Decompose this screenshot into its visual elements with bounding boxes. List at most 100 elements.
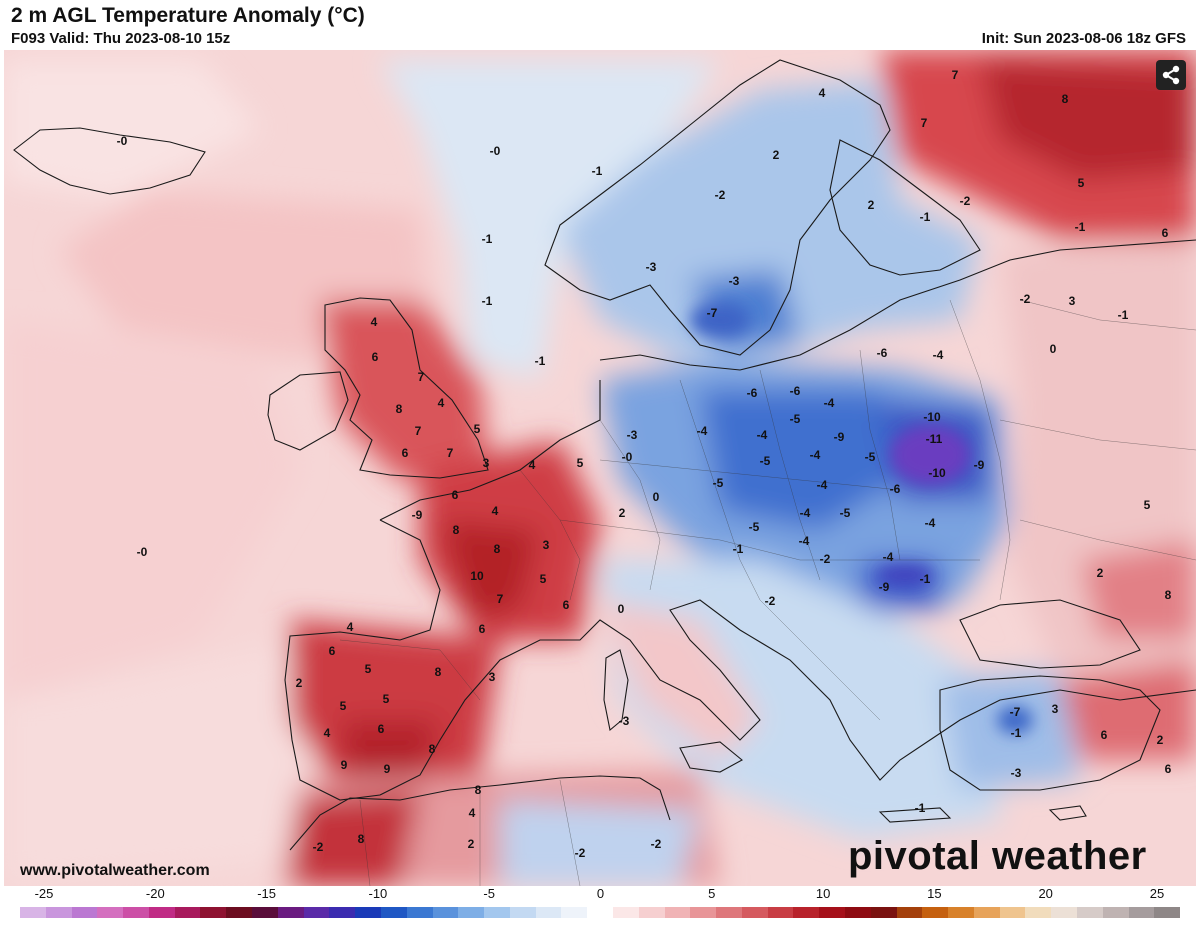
share-button[interactable]: [1156, 60, 1186, 90]
anomaly-label: -2: [1020, 292, 1031, 306]
anomaly-label: 5: [474, 422, 481, 436]
colorbar-swatch: [1025, 907, 1052, 918]
colorbar-swatch: [380, 907, 407, 918]
anomaly-label: -0: [117, 134, 128, 148]
colorbar-swatch: [561, 907, 588, 918]
anomaly-label: 8: [358, 832, 365, 846]
colorbar-swatch: [20, 907, 46, 918]
anomaly-label: -2: [575, 846, 586, 860]
anomaly-label: 5: [365, 662, 372, 676]
anomaly-label: -4: [810, 448, 821, 462]
anomaly-label: -4: [824, 396, 835, 410]
anomaly-label: -3: [729, 274, 740, 288]
colorbar-swatch: [303, 907, 330, 918]
anomaly-label: -0: [490, 144, 501, 158]
anomaly-label: 6: [479, 622, 486, 636]
anomaly-label: -5: [749, 520, 760, 534]
anomaly-label: 2: [619, 506, 626, 520]
anomaly-label: -1: [482, 294, 493, 308]
colorbar-swatch: [148, 907, 175, 918]
anomaly-label: 4: [819, 86, 826, 100]
anomaly-label: 5: [383, 692, 390, 706]
website-url[interactable]: www.pivotalweather.com: [20, 862, 210, 879]
anomaly-label: 0: [653, 490, 660, 504]
anomaly-label: 4: [492, 504, 499, 518]
colorbar-swatch: [638, 907, 665, 918]
colorbar-swatch: [1128, 907, 1155, 918]
anomaly-label: -6: [890, 482, 901, 496]
anomaly-label: 7: [497, 592, 504, 606]
anomaly-label: 3: [1069, 294, 1076, 308]
colorbar-swatch: [716, 907, 742, 918]
colorbar-tick-label: 0: [596, 886, 605, 901]
anomaly-label: 6: [452, 488, 459, 502]
colorbar-swatch: [509, 907, 536, 918]
anomaly-label: -9: [879, 580, 890, 594]
anomaly-label: -4: [800, 506, 811, 520]
colorbar-swatch: [226, 907, 253, 918]
anomaly-map[interactable]: -0 -0 -1 -1 -1 -1 -0 4 7 8 7 2 5 -2 -2 2 -1 -1 6 -3 -3 -2 3 -7-…: [4, 50, 1196, 886]
anomaly-label: -7: [1010, 705, 1021, 719]
anomaly-label: -0: [622, 450, 633, 464]
coastline-paths: [13, 59, 1196, 851]
colorbar-swatch: [870, 907, 897, 918]
anomaly-label: 4: [438, 396, 445, 410]
colorbar-swatch: [690, 907, 717, 918]
anomaly-label: 2: [468, 837, 475, 851]
anomaly-label: 5: [1078, 176, 1085, 190]
anomaly-label: -4: [757, 428, 768, 442]
anomaly-label: 6: [372, 350, 379, 364]
colorbar-swatch: [484, 907, 510, 918]
brand-logo-text: pivotal weather: [848, 834, 1147, 878]
anomaly-label: -10: [923, 410, 941, 424]
anomaly-label: 5: [577, 456, 584, 470]
colorbar-tick-label: -10: [368, 886, 388, 901]
anomaly-label: -1: [1011, 726, 1022, 740]
colorbar-tick-label: -25: [34, 886, 54, 901]
colorbar-swatch: [793, 907, 820, 918]
anomaly-label: 8: [396, 402, 403, 416]
colorbar-swatch: [45, 907, 72, 918]
anomaly-label: -5: [713, 476, 724, 490]
anomaly-label: 0: [618, 602, 625, 616]
anomaly-label: -6: [790, 384, 801, 398]
anomaly-label: -4: [817, 478, 828, 492]
anomaly-label: 6: [378, 722, 385, 736]
anomaly-label: -1: [915, 801, 926, 815]
anomaly-label: -9: [834, 430, 845, 444]
anomaly-label: 8: [494, 542, 501, 556]
anomaly-label: 6: [1165, 762, 1172, 776]
colorbar-tick-label: -5: [483, 886, 495, 901]
map-header: 2 m AGL Temperature Anomaly (°C) F093 Va…: [0, 0, 1200, 50]
colorbar-swatch: [741, 907, 768, 918]
anomaly-label: -0: [137, 545, 148, 559]
anomaly-label: 3: [543, 538, 550, 552]
colorbar-swatch: [1051, 907, 1078, 918]
anomaly-label: -4: [799, 534, 810, 548]
colorbar-swatch: [535, 907, 562, 918]
forecast-valid-time: F093 Valid: Thu 2023-08-10 15z: [11, 30, 231, 47]
anomaly-label: -5: [840, 506, 851, 520]
colorbar-swatch: [922, 907, 949, 918]
anomaly-label: 7: [952, 68, 959, 82]
anomaly-label: 7: [418, 370, 425, 384]
anomaly-label: -5: [760, 454, 771, 468]
colorbar-swatch: [200, 907, 227, 918]
colorbar-tick-label: -15: [257, 886, 276, 901]
anomaly-label: -2: [651, 837, 662, 851]
anomaly-label: -2: [313, 840, 324, 854]
colorbar-swatch: [432, 907, 459, 918]
anomaly-label: -6: [877, 346, 888, 360]
anomaly-label: 8: [429, 742, 436, 756]
colorbar-swatch: [406, 907, 433, 918]
anomaly-label: 8: [475, 783, 482, 797]
anomaly-label: 6: [329, 644, 336, 658]
colorbar: -25 -20 -15 -10 -5 0 5 10 15 20 25: [0, 886, 1200, 929]
anomaly-label: 2: [1157, 733, 1164, 747]
anomaly-label: 8: [1062, 92, 1069, 106]
anomaly-label: -1: [920, 210, 931, 224]
colorbar-swatch: [71, 907, 98, 918]
anomaly-label: -3: [627, 428, 638, 442]
colorbar-swatch: [1077, 907, 1103, 918]
